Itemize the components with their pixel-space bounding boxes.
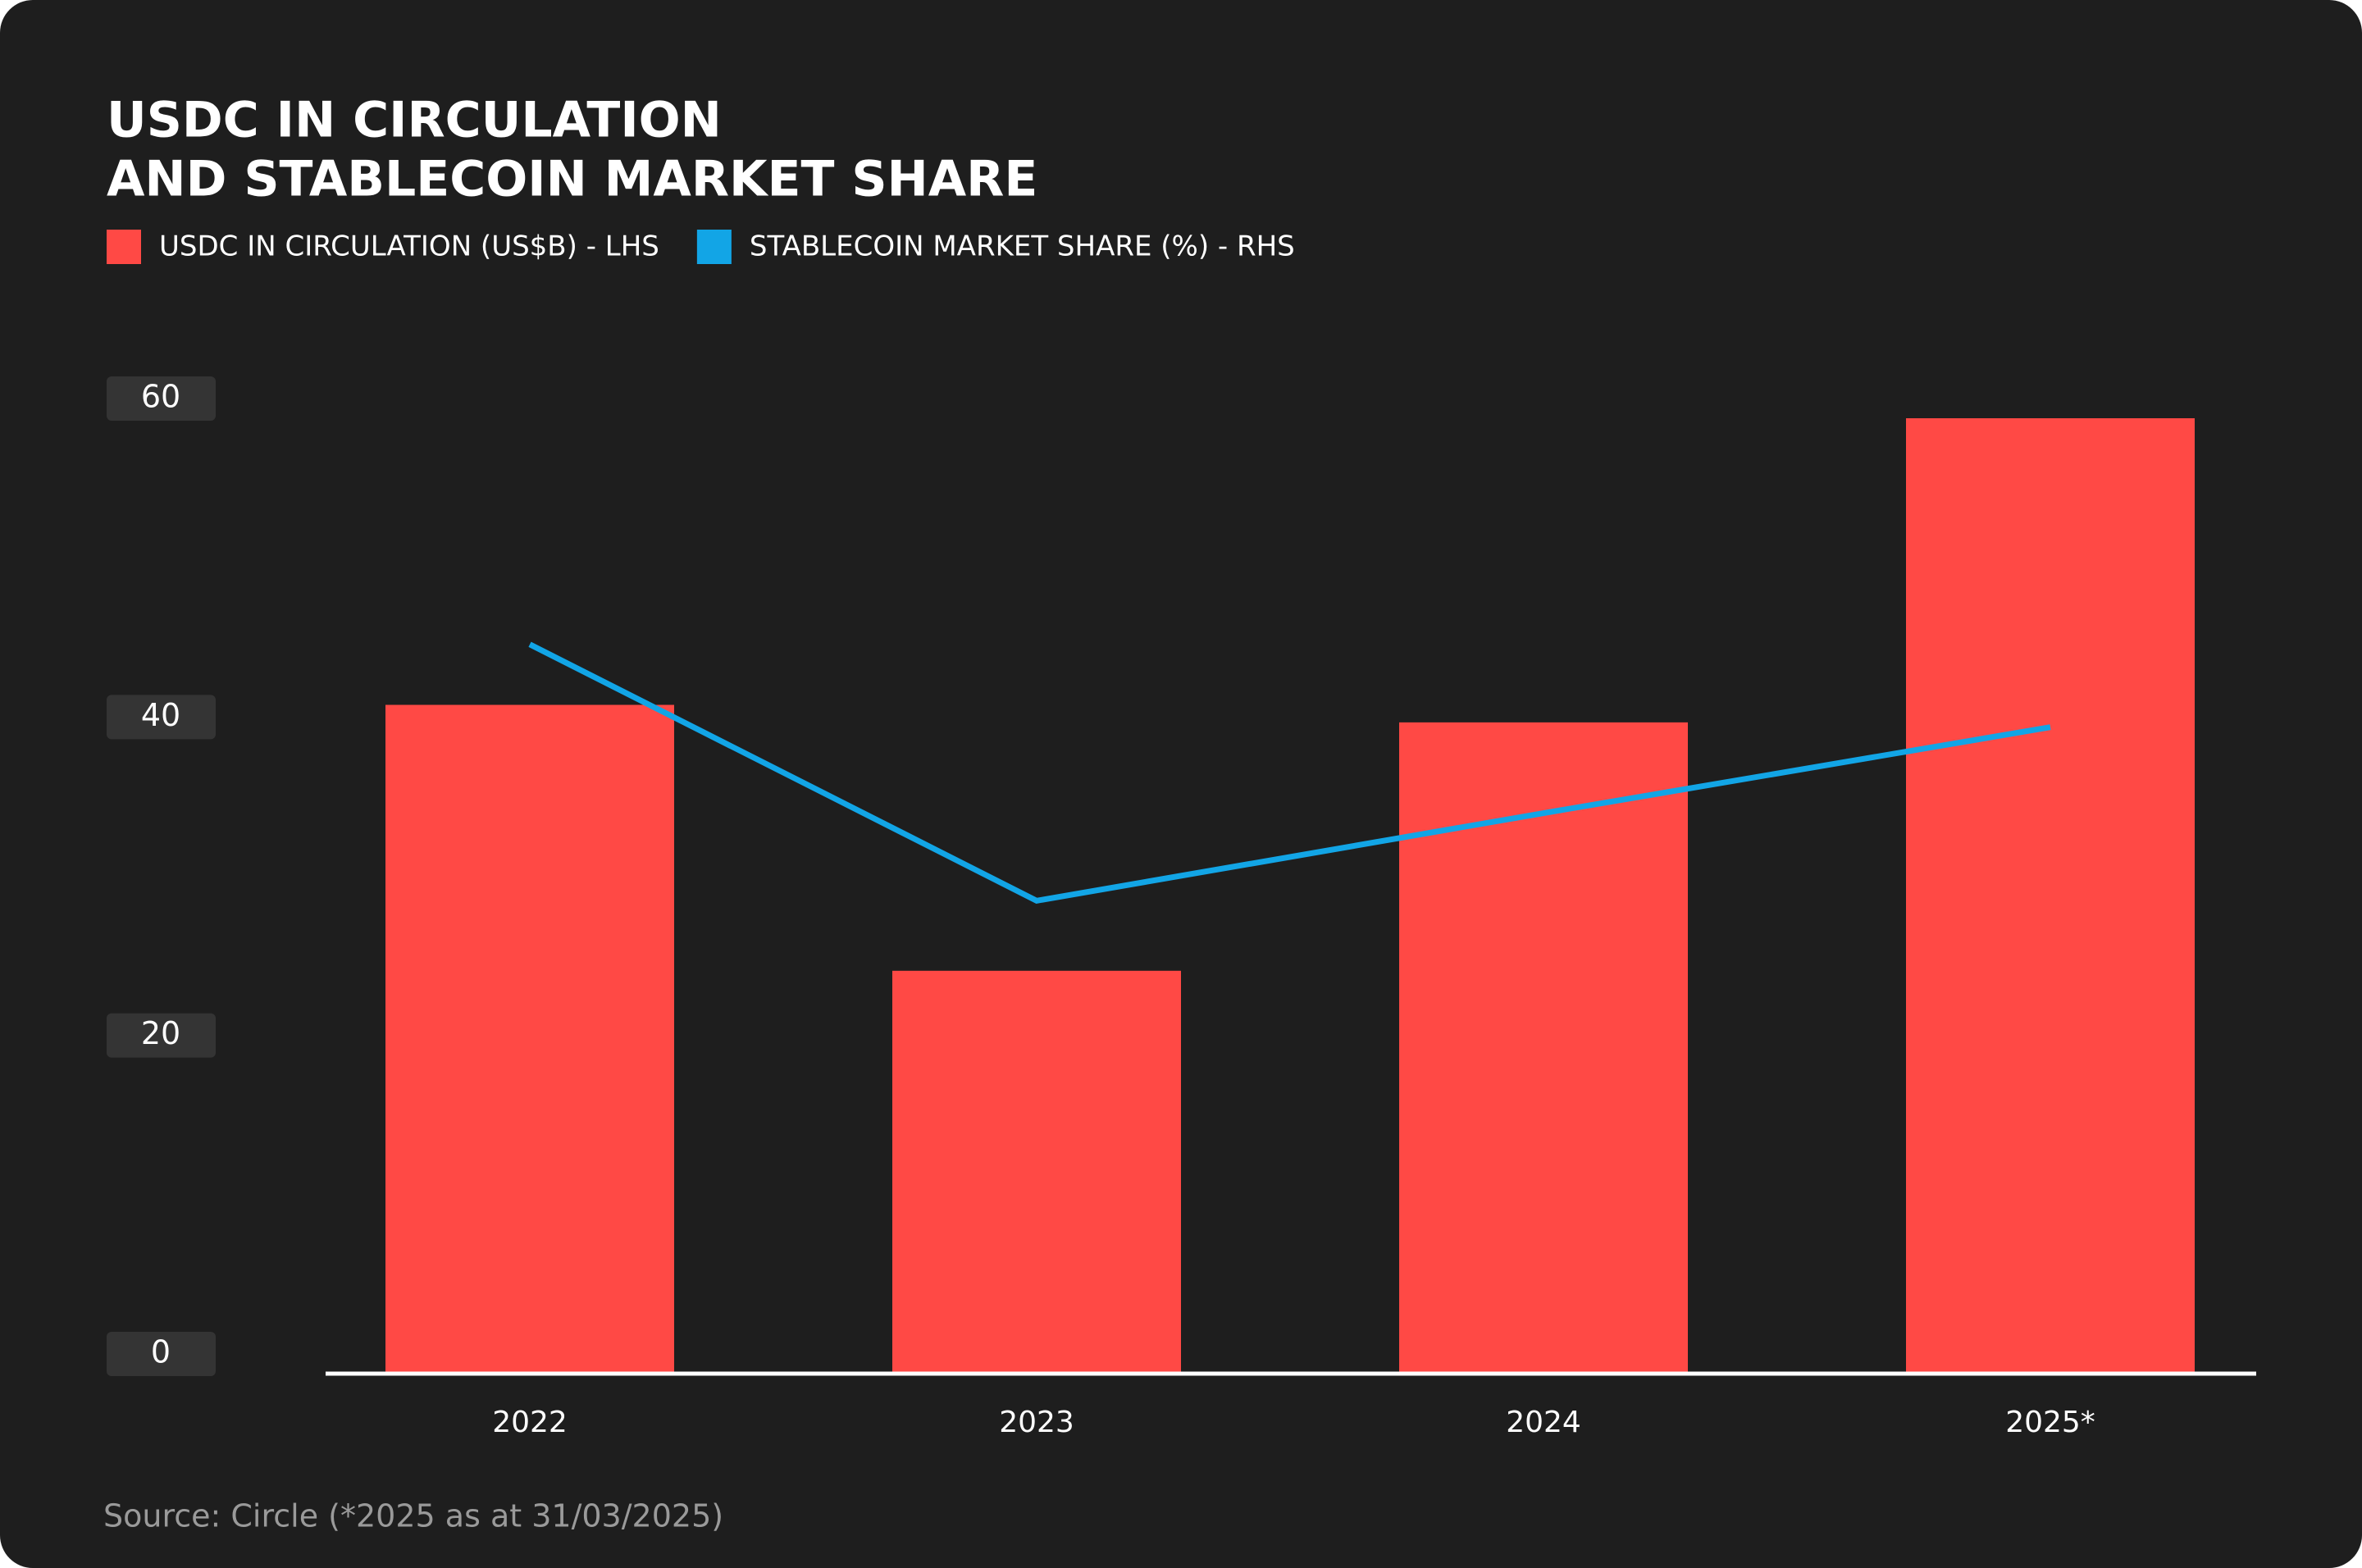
- bar: [1906, 418, 2195, 1374]
- line: [528, 641, 2051, 904]
- y-tick-box: [107, 1013, 216, 1058]
- legend-label: STABLECOIN MARKET SHARE (%) - RHS: [750, 230, 1295, 263]
- x-tick-label: 2023: [999, 1406, 1074, 1439]
- legend-swatch: [696, 230, 732, 264]
- chart-title: USDC IN CIRCULATION: [107, 92, 722, 149]
- legend-swatch: [107, 230, 141, 264]
- bar: [892, 970, 1181, 1374]
- y-tick-box: [107, 695, 216, 740]
- legend-label: USDC IN CIRCULATION (US$B) - LHS: [159, 230, 659, 263]
- x-tick-label: 2025*: [2005, 1406, 2095, 1439]
- y-tick-label: 60: [141, 379, 180, 415]
- y-tick-box: [107, 1332, 216, 1376]
- y-tick-label: 40: [141, 697, 180, 733]
- y-tick-box: [107, 376, 216, 421]
- x-tick-label: 2024: [1506, 1406, 1581, 1439]
- x-tick-label: 2022: [492, 1406, 568, 1439]
- bar: [1399, 722, 1688, 1374]
- bar: [385, 704, 674, 1374]
- source-note: Source: Circle (*2025 as at 31/03/2025): [103, 1498, 723, 1534]
- chart-subtitle: AND STABLECOIN MARKET SHARE: [107, 151, 1037, 208]
- y-tick-label: 0: [151, 1334, 171, 1370]
- y-tick-label: 20: [141, 1015, 180, 1051]
